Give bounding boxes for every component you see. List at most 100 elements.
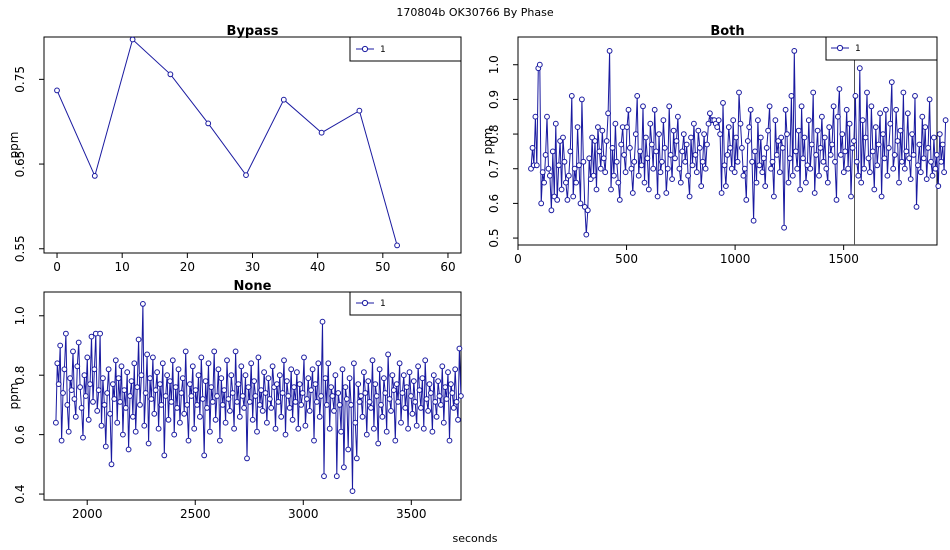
x-axis-ticks: 0 500 1000 1500: [514, 245, 859, 266]
data-point: [366, 399, 373, 405]
data-point: [432, 399, 439, 405]
data-point: [890, 165, 897, 172]
data-point: [111, 396, 118, 402]
data-point: [704, 141, 710, 148]
data-point: [243, 172, 249, 179]
data-point: [862, 134, 869, 141]
legend-marker: [361, 299, 369, 307]
data-point: [656, 131, 662, 138]
data-point: [254, 428, 260, 435]
x-tick-label: 3500: [396, 507, 427, 521]
y-tick-label: 0.5: [487, 229, 501, 248]
data-point: [291, 384, 297, 391]
data-point: [730, 117, 737, 124]
data-point: [97, 330, 103, 337]
y-axis-label: ppm: [7, 383, 21, 410]
data-point: [346, 375, 353, 382]
x-tick-label: 2000: [72, 507, 103, 521]
data-point: [714, 124, 721, 130]
data-point: [679, 148, 686, 155]
y-tick-label: 0.6: [13, 425, 27, 444]
data-point: [875, 141, 882, 148]
data-point: [336, 402, 343, 408]
data-point: [412, 399, 419, 405]
data-point: [353, 455, 360, 462]
panel-bypass: Bypass ppm 0 10 20 30 40 50 60 0.55 0.65 0.75 1: [7, 24, 462, 274]
data-point: [455, 416, 461, 423]
data-point: [718, 190, 725, 196]
data-point: [913, 204, 920, 210]
data-point: [178, 390, 185, 396]
data-point: [266, 396, 273, 402]
data-point: [239, 393, 246, 399]
y-tick-label: 0.6: [487, 194, 501, 213]
data-point: [781, 224, 787, 231]
x-tick-label: 30: [245, 260, 260, 274]
data-point: [305, 375, 312, 382]
data-point: [798, 103, 805, 110]
data-point: [128, 378, 135, 385]
data-point: [137, 402, 143, 408]
data-point: [837, 152, 844, 158]
data-point: [311, 437, 317, 444]
y-axis-label: ppm: [7, 132, 21, 159]
data-point: [933, 152, 940, 158]
data-point: [766, 103, 773, 110]
data-point: [682, 158, 689, 165]
data-point: [680, 131, 687, 138]
data-point: [763, 145, 770, 151]
data-point: [768, 165, 774, 172]
data-point: [942, 117, 949, 124]
data-point: [402, 405, 409, 411]
data-point: [787, 155, 793, 162]
data-point: [555, 162, 562, 169]
data-point: [343, 396, 350, 402]
data-point: [939, 141, 946, 148]
data-point: [808, 141, 815, 148]
y-tick-label: 0.7: [487, 159, 501, 178]
data-point: [749, 158, 755, 165]
data-point: [801, 134, 808, 141]
data-point: [621, 152, 627, 158]
legend-box: [349, 291, 462, 316]
data-point: [631, 158, 638, 165]
data-point: [131, 360, 138, 367]
data-point: [258, 387, 265, 394]
data-point: [174, 405, 181, 411]
y-tick-label: 0.4: [13, 485, 27, 504]
data-point: [821, 134, 828, 141]
data-point: [426, 381, 433, 388]
data-point: [138, 372, 145, 379]
data-point: [789, 172, 796, 179]
data-point: [737, 120, 744, 127]
data-point: [877, 110, 883, 117]
data-point: [871, 186, 878, 193]
data-point: [835, 113, 841, 120]
data-point: [315, 360, 322, 367]
data-point: [144, 351, 151, 358]
data-point: [438, 402, 444, 408]
data-point: [272, 425, 279, 432]
data-point: [379, 413, 386, 420]
data-point: [67, 375, 73, 382]
data-point: [641, 179, 648, 186]
x-tick-label: 50: [375, 260, 390, 274]
data-point: [259, 408, 266, 414]
data-point: [698, 183, 705, 190]
data-point: [396, 360, 403, 367]
data-point: [811, 190, 818, 196]
data-point: [425, 408, 432, 414]
data-point: [329, 393, 336, 399]
data-point: [90, 399, 96, 405]
data-point: [721, 162, 728, 169]
data-point: [635, 172, 642, 179]
data-point: [608, 186, 614, 193]
data-point: [368, 405, 374, 411]
data-point: [925, 145, 931, 151]
data-point: [568, 93, 575, 99]
data-point: [935, 183, 942, 190]
data-point: [316, 413, 323, 420]
data-point: [295, 425, 302, 432]
data-point: [127, 393, 133, 399]
